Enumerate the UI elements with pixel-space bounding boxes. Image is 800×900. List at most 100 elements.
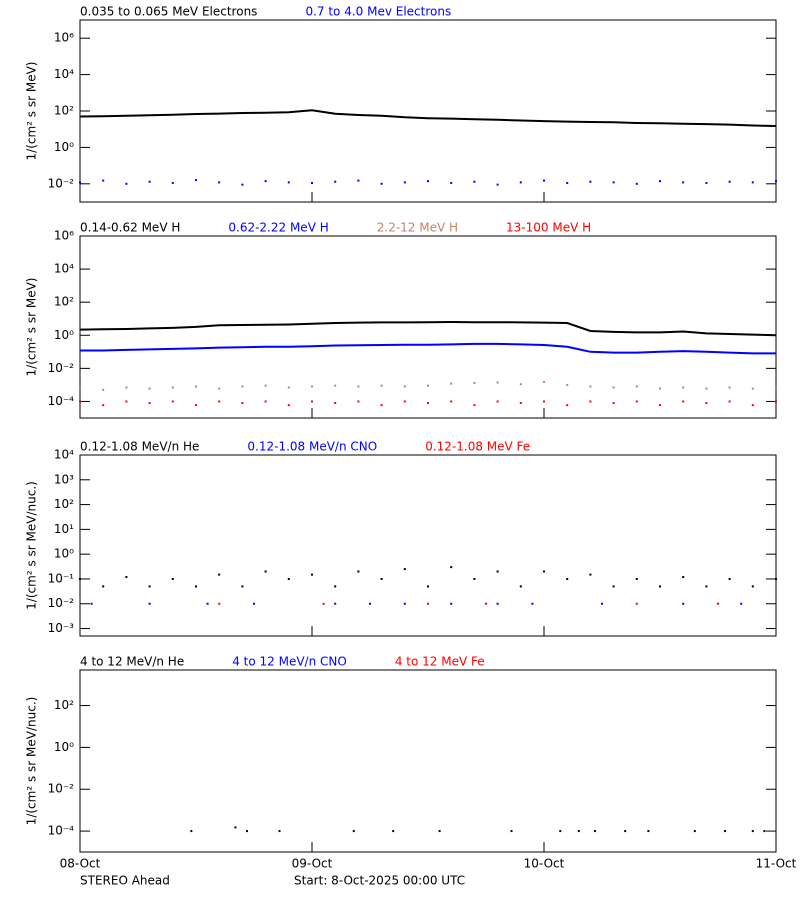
- data-point: [728, 180, 731, 183]
- data-point: [427, 402, 429, 405]
- data-point: [566, 577, 569, 580]
- data-point: [612, 181, 615, 184]
- data-point: [334, 384, 337, 387]
- data-point: [102, 388, 105, 391]
- data-point: [311, 385, 313, 388]
- data-point: [195, 385, 197, 388]
- data-point: [357, 570, 360, 573]
- legend-entry: 0.12-1.08 MeV/n CNO: [247, 440, 377, 454]
- data-point: [519, 585, 522, 588]
- y-tick-label: 10¹: [54, 522, 74, 536]
- y-tick-label: 10⁻³: [48, 621, 75, 635]
- data-point: [218, 181, 221, 184]
- data-point: [635, 182, 638, 185]
- data-point: [427, 180, 429, 183]
- data-point: [171, 386, 174, 389]
- data-point: [659, 387, 661, 390]
- data-point: [589, 180, 592, 183]
- data-point: [496, 602, 499, 605]
- data-point: [334, 180, 337, 183]
- data-point: [635, 602, 638, 605]
- data-point: [485, 602, 487, 605]
- data-point: [519, 181, 522, 184]
- y-axis-label: 1/(cm² s sr MeV/nuc.): [25, 481, 39, 610]
- data-point: [403, 385, 406, 388]
- x-tick-label: 08-Oct: [60, 857, 101, 871]
- data-point: [589, 385, 592, 388]
- data-point: [380, 577, 383, 580]
- data-point: [728, 386, 731, 389]
- data-point: [427, 602, 429, 605]
- data-point: [543, 400, 545, 403]
- data-point: [334, 402, 337, 405]
- data-point: [450, 566, 453, 569]
- plot-frame: [79, 235, 777, 419]
- legend-entry: 0.12-1.08 MeV/n He: [80, 440, 199, 454]
- data-point: [543, 380, 545, 383]
- legend-entry: 0.035 to 0.065 MeV Electrons: [80, 5, 257, 19]
- x-tick-label: 11-Oct: [756, 857, 797, 871]
- data-point: [566, 182, 569, 185]
- legend-entry: 0.12-1.08 MeV Fe: [425, 440, 530, 454]
- data-point: [531, 602, 534, 605]
- data-point: [612, 386, 615, 389]
- plot-frame: [79, 669, 777, 853]
- y-tick-label: 10⁻²: [48, 176, 75, 190]
- data-point: [635, 577, 638, 580]
- y-tick-label: 10²: [54, 104, 74, 118]
- data-point: [264, 180, 267, 183]
- data-point: [79, 577, 81, 580]
- data-point: [264, 570, 267, 573]
- data-point: [171, 400, 174, 403]
- data-point: [369, 602, 371, 605]
- data-point: [195, 179, 197, 182]
- data-point: [102, 179, 105, 182]
- data-point: [357, 179, 360, 182]
- data-point: [723, 830, 726, 833]
- data-point: [241, 402, 244, 405]
- data-point: [403, 602, 406, 605]
- data-point: [510, 830, 513, 833]
- data-point: [380, 182, 383, 185]
- data-point: [705, 585, 708, 588]
- y-tick-label: 10²: [54, 295, 74, 309]
- data-point: [195, 404, 197, 407]
- data-point: [234, 826, 237, 829]
- plot-frame: [79, 19, 777, 203]
- data-point: [705, 387, 708, 390]
- y-tick-label: 10⁰: [54, 740, 74, 754]
- y-tick-label: 10⁻⁴: [48, 824, 75, 838]
- data-point: [392, 830, 395, 833]
- data-point: [450, 182, 453, 185]
- y-tick-label: 10⁴: [54, 67, 74, 81]
- data-point: [751, 585, 754, 588]
- data-point: [775, 386, 777, 389]
- legend-entry: 4 to 12 MeV/n He: [80, 655, 184, 669]
- data-point: [311, 182, 313, 185]
- data-point: [438, 830, 441, 833]
- data-point: [659, 404, 661, 407]
- data-point: [334, 585, 337, 588]
- data-point: [775, 180, 777, 183]
- y-tick-label: 10⁰: [54, 547, 74, 561]
- data-point: [218, 573, 221, 576]
- legend-entry: 0.62-2.22 MeV H: [228, 221, 328, 235]
- data-point: [148, 602, 151, 605]
- y-tick-label: 10⁻²: [48, 596, 75, 610]
- data-point: [543, 570, 545, 573]
- data-point: [728, 577, 731, 580]
- data-point: [403, 568, 406, 571]
- y-tick-label: 10²: [54, 698, 74, 712]
- data-point: [473, 404, 476, 407]
- data-point: [287, 404, 290, 407]
- data-point: [287, 386, 290, 389]
- data-point: [125, 386, 128, 389]
- data-point: [148, 585, 151, 588]
- y-axis-label: 1/(cm² s sr MeV): [25, 278, 39, 377]
- y-tick-label: 10⁻²: [48, 782, 75, 796]
- data-point: [496, 183, 499, 186]
- y-axis-label: 1/(cm² s sr MeV): [25, 62, 39, 161]
- data-point: [195, 585, 197, 588]
- data-point: [682, 575, 685, 578]
- legend-entry: 0.14-0.62 MeV H: [80, 221, 180, 235]
